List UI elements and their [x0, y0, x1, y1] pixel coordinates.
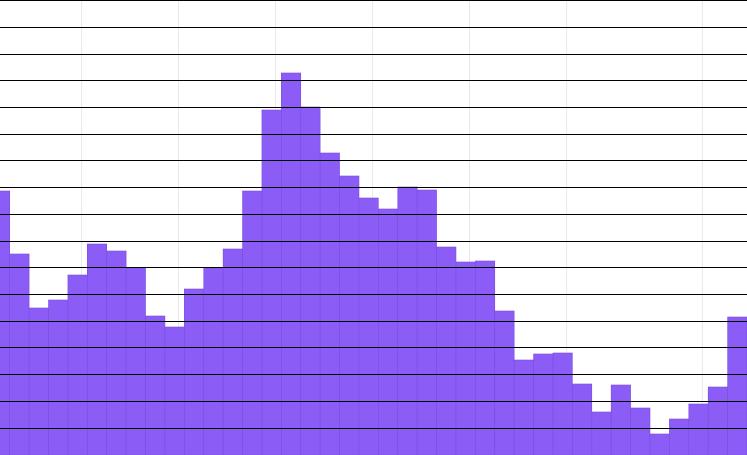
histogram-bar	[610, 384, 631, 455]
histogram-bar	[436, 246, 457, 455]
histogram-bar	[572, 383, 593, 455]
histogram-bar	[649, 433, 670, 455]
histogram-bar	[184, 288, 205, 455]
histogram-bar	[0, 190, 11, 455]
histogram-bar	[164, 326, 185, 455]
histogram-bar	[222, 248, 243, 455]
histogram-bar	[494, 310, 515, 455]
histogram-bar	[475, 260, 496, 455]
histogram-bar	[552, 352, 573, 455]
histogram-bar	[669, 418, 690, 455]
histogram-bar	[242, 190, 263, 455]
histogram-bar	[203, 267, 224, 455]
histogram-bar	[358, 197, 379, 455]
histogram-bar	[455, 261, 476, 455]
histogram-bar	[9, 253, 30, 455]
histogram-bar	[319, 152, 340, 455]
histogram-bar	[378, 208, 399, 455]
histogram-bar	[281, 72, 302, 455]
histogram-bar	[416, 189, 437, 455]
histogram-bar	[630, 407, 651, 455]
histogram-bar	[727, 316, 747, 455]
histogram-bar	[106, 250, 127, 455]
histogram-bar	[688, 403, 709, 455]
histogram-bar	[339, 175, 360, 455]
histogram-bar	[48, 299, 69, 455]
histogram-bar	[707, 386, 728, 455]
histogram-bar	[591, 411, 612, 455]
histogram-bar	[300, 106, 321, 455]
histogram-bar	[145, 315, 166, 455]
histogram-bar	[87, 243, 108, 455]
histogram-bar	[533, 353, 554, 455]
histogram-bar	[28, 307, 49, 455]
histogram-bar	[261, 109, 282, 455]
histogram-bar	[125, 267, 146, 455]
